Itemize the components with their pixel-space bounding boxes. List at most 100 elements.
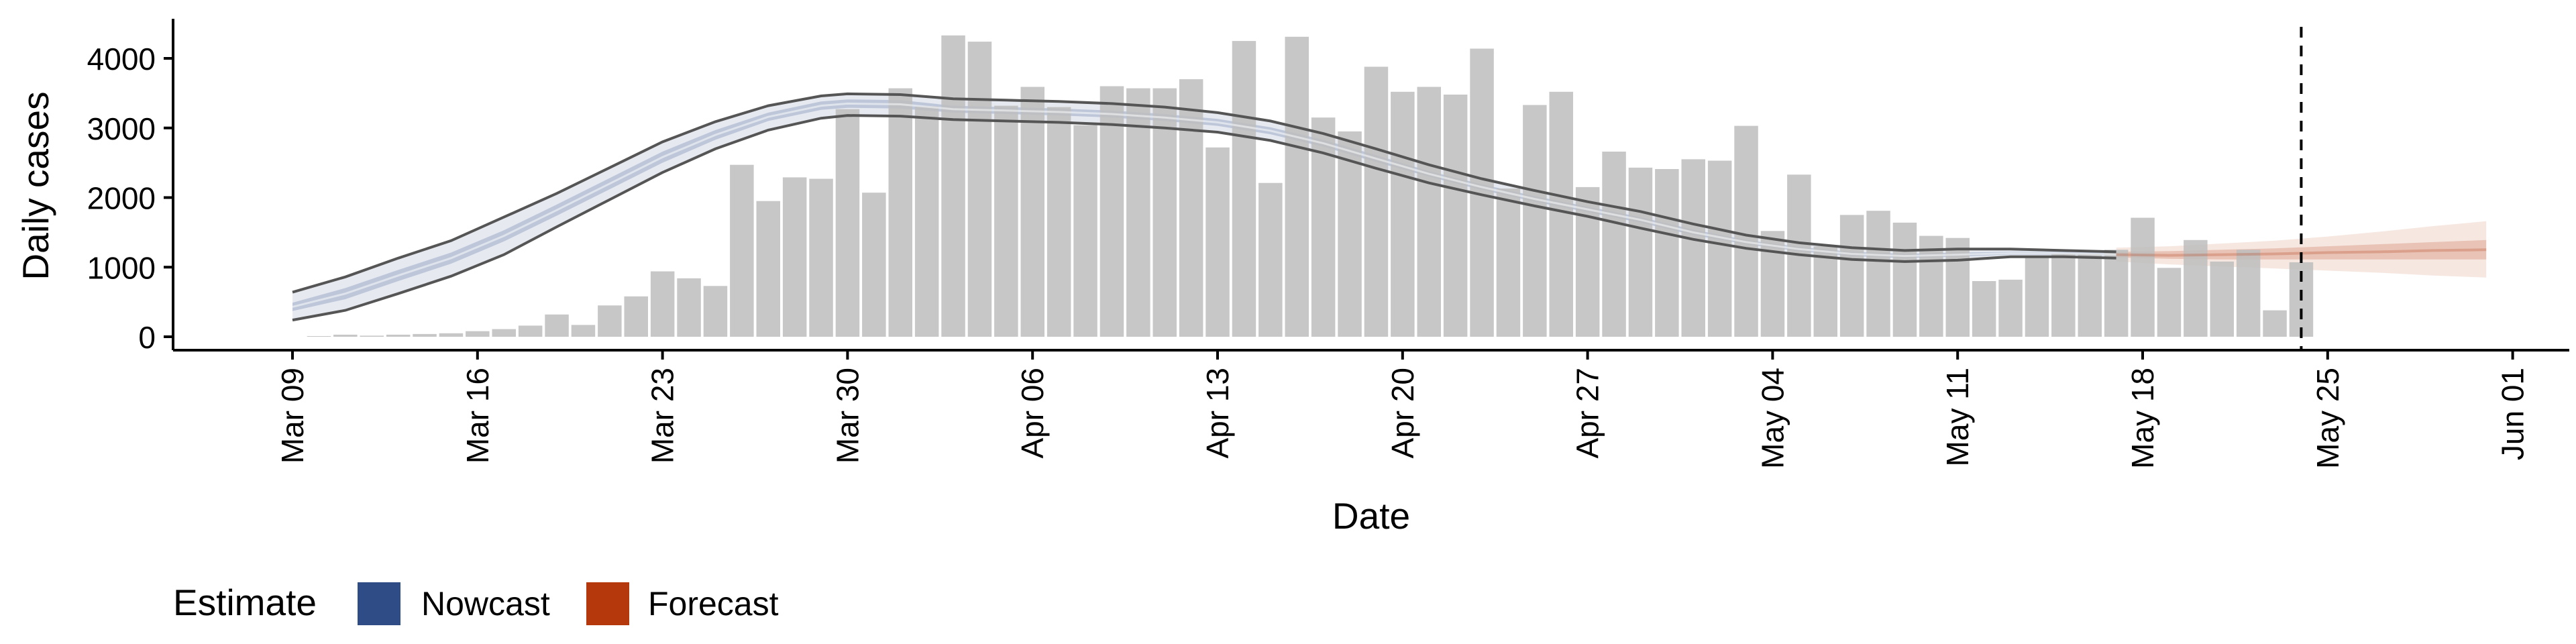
bar (1866, 211, 1890, 337)
x-tick-label: Mar 30 (830, 368, 865, 464)
bar (967, 42, 992, 337)
bar (1523, 105, 1547, 337)
bar (545, 314, 569, 337)
legend-swatch-forecast (586, 582, 629, 625)
bars (307, 35, 2314, 337)
legend: Estimate Nowcast Forecast (173, 582, 779, 625)
x-tick-label: May 11 (1940, 368, 1975, 466)
bar (1919, 235, 1943, 337)
x-tick-label: Apr 13 (1200, 368, 1235, 459)
bar (994, 105, 1018, 337)
bar (809, 178, 833, 337)
y-tick-label: 3000 (87, 111, 156, 146)
bar (2157, 268, 2182, 337)
bar (1760, 231, 1785, 337)
bar (2025, 257, 2049, 337)
bar (624, 296, 648, 337)
bar (2051, 254, 2076, 337)
bar (1575, 186, 1600, 337)
bar (2236, 250, 2261, 337)
bar (1734, 125, 1758, 337)
bar (2263, 310, 2287, 337)
bar (413, 333, 437, 337)
x-ticks: Mar 09 Mar 16 Mar 23 Mar 30 Apr 06 Apr 13 Apr … (275, 350, 2530, 469)
nowcast-upper-line (292, 92, 2116, 294)
bar (1205, 147, 1230, 337)
bar (1073, 125, 1097, 337)
bar (1892, 222, 1917, 337)
bar (1126, 88, 1150, 337)
bar (1998, 279, 2023, 337)
bar (2104, 250, 2129, 337)
axes (172, 19, 2569, 352)
bar (703, 286, 728, 337)
x-axis-title: Date (1332, 495, 1410, 537)
bar (466, 331, 490, 337)
x-tick-label: May 18 (2125, 368, 2160, 469)
x-tick-label: Mar 23 (645, 368, 680, 464)
y-axis-title: Daily cases (15, 91, 56, 280)
bar (756, 201, 780, 337)
bar (598, 305, 622, 337)
y-ticks: 0 1000 2000 3000 4000 (87, 42, 173, 355)
bar (307, 336, 331, 337)
bar (1179, 79, 1203, 337)
legend-title: Estimate (173, 582, 317, 623)
bar (1232, 41, 1256, 337)
bar (1285, 36, 1309, 337)
bar (730, 164, 754, 337)
bar (1443, 95, 1468, 337)
bar (1681, 159, 1705, 337)
bar (1152, 88, 1177, 337)
bar (1020, 87, 1044, 337)
bar (1813, 246, 1837, 337)
x-tick-label: May 04 (1755, 368, 1790, 469)
x-tick-label: Apr 06 (1015, 368, 1050, 459)
bar (386, 334, 411, 337)
bar (1417, 87, 1441, 337)
legend-label-forecast: Forecast (648, 585, 779, 623)
bar (862, 193, 886, 337)
legend-swatch-nowcast (358, 582, 400, 625)
y-tick-label: 0 (138, 320, 156, 355)
bar (888, 88, 912, 337)
x-tick-label: Jun 01 (2496, 368, 2530, 460)
bar (439, 333, 464, 337)
bar (1628, 167, 1653, 337)
bar (1972, 281, 1996, 337)
bar (333, 334, 358, 337)
x-tick-label: Mar 16 (460, 368, 495, 464)
bar (2131, 217, 2155, 337)
bar (835, 109, 860, 337)
bar (492, 329, 516, 337)
bar (1258, 182, 1283, 337)
estimate-bands (292, 93, 2487, 321)
bar (650, 271, 675, 337)
forecast-band-90 (2116, 221, 2487, 278)
x-tick-label: May 25 (2310, 368, 2345, 469)
bar (1602, 152, 1626, 337)
bar (1707, 160, 1732, 337)
nowcast-lower-line (292, 114, 2116, 322)
estimate-lines (292, 92, 2487, 322)
y-tick-label: 2000 (87, 181, 156, 216)
bar (360, 335, 384, 337)
y-tick-label: 1000 (87, 250, 156, 285)
bar (1496, 189, 1521, 337)
bar (941, 35, 965, 337)
bar (1945, 237, 1970, 337)
bar (1391, 91, 1415, 337)
bar (2078, 254, 2102, 337)
bar (1099, 86, 1124, 337)
y-tick-label: 4000 (87, 42, 156, 76)
bar (1338, 131, 1362, 337)
bar (914, 106, 939, 337)
nowcast-median-line (292, 102, 2116, 308)
bar (2184, 239, 2208, 337)
x-tick-label: Apr 20 (1385, 368, 1420, 459)
bar (1364, 66, 1389, 337)
bar (677, 278, 701, 337)
forecast-band-50 (2116, 239, 2487, 260)
bar (1046, 107, 1071, 337)
